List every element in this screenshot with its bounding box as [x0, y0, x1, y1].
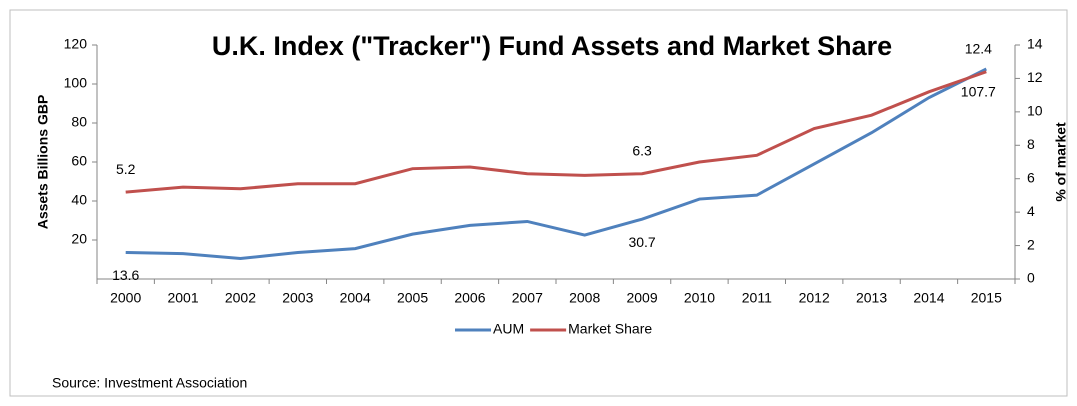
x-tick-label: 2014 [913, 290, 944, 306]
x-tick-label: 2000 [110, 290, 141, 306]
x-tick-label: 2001 [167, 290, 198, 306]
y-tick-label: 100 [64, 75, 88, 91]
x-tick-label: 2011 [742, 290, 772, 306]
y2-tick-label: 8 [1027, 136, 1035, 152]
legend-label: AUM [493, 321, 524, 337]
legend-label: Market Share [568, 321, 652, 337]
x-tick-label: 2013 [856, 290, 887, 306]
data-label: 5.2 [116, 161, 136, 177]
x-tick-label: 2010 [684, 290, 715, 306]
x-tick-label: 2003 [282, 290, 313, 306]
y2-tick-label: 4 [1027, 203, 1035, 219]
x-tick-label: 2006 [454, 290, 485, 306]
y2-axis-title: % of market [1053, 122, 1069, 202]
y2-tick-label: 14 [1027, 36, 1043, 52]
y2-tick-label: 0 [1027, 270, 1035, 286]
data-label: 12.4 [965, 40, 992, 56]
y-tick-label: 20 [71, 231, 87, 247]
x-tick-label: 2012 [799, 290, 830, 306]
y2-tick-label: 6 [1027, 169, 1035, 185]
y-tick-label: 60 [71, 153, 87, 169]
data-label: 13.6 [112, 267, 139, 283]
series-line [125, 67, 987, 261]
y2-tick-label: 12 [1027, 69, 1043, 85]
source: Source: Investment Association [52, 375, 247, 391]
data-label: 6.3 [632, 142, 652, 158]
data-label: 30.7 [628, 234, 655, 250]
y-axis-title: Assets Billions GBP [35, 95, 51, 230]
chart-border [9, 9, 1068, 397]
series-line [125, 70, 987, 194]
y2-tick-label: 2 [1027, 236, 1035, 252]
x-tick-label: 2015 [971, 290, 1002, 306]
x-tick-label: 2004 [340, 290, 371, 306]
y-tick-label: 80 [71, 114, 87, 130]
y-tick-label: 40 [71, 192, 87, 208]
x-tick-label: 2008 [569, 290, 600, 306]
data-label: 107.7 [961, 84, 996, 100]
x-tick-label: 2007 [512, 290, 543, 306]
x-tick-label: 2009 [626, 290, 657, 306]
y2-tick-label: 10 [1027, 103, 1043, 119]
x-tick-label: 2002 [225, 290, 256, 306]
x-tick-label: 2005 [397, 290, 428, 306]
y-tick-label: 120 [64, 36, 88, 52]
chart-title: U.K. Index ("Tracker") Fund Assets and M… [212, 31, 892, 61]
